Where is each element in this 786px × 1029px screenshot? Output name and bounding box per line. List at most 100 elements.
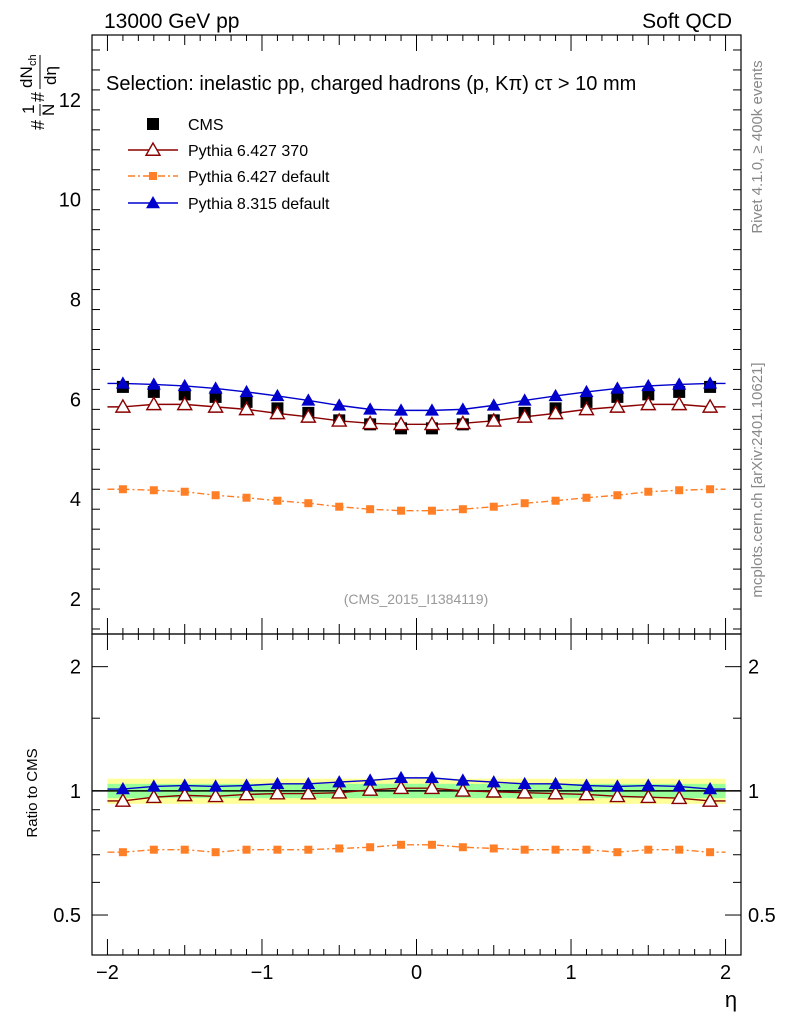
point-p8 bbox=[177, 378, 192, 392]
ratio-point-p6_default bbox=[551, 845, 560, 854]
point-p8 bbox=[332, 398, 347, 411]
point-p8 bbox=[486, 398, 501, 411]
point-p8 bbox=[455, 402, 470, 415]
ratio-point-p6_370 bbox=[361, 781, 379, 796]
point-p6_370 bbox=[454, 414, 472, 430]
ratio-point-p6_default bbox=[644, 845, 653, 854]
ratio-point-p6_370 bbox=[331, 784, 348, 799]
point-p6_370 bbox=[609, 398, 626, 413]
ratio-point-p8 bbox=[455, 773, 470, 786]
legend-marker-p8 bbox=[146, 196, 160, 209]
point-p8 bbox=[641, 378, 656, 392]
ratio-point-p8 bbox=[208, 779, 223, 792]
legend-label-p8: Pythia 8.315 default bbox=[188, 196, 330, 213]
ratio-point-p6_370 bbox=[640, 788, 657, 804]
ratio-point-p8 bbox=[610, 779, 625, 792]
y-tick-label: 12 bbox=[59, 90, 81, 112]
ratio-point-p8 bbox=[363, 773, 378, 786]
legend: CMS Pythia 6.427 370 Pythia 6.427 default P… bbox=[128, 117, 330, 213]
ratio-point-p6_default bbox=[366, 843, 375, 852]
ratio-point-p6_default bbox=[149, 845, 158, 854]
point-p6_default bbox=[242, 493, 251, 502]
ratio-point-p6_default bbox=[706, 848, 715, 857]
legend-label-p6_370: Pythia 6.427 370 bbox=[188, 143, 308, 160]
category-label: Soft QCD bbox=[642, 10, 732, 33]
y-label-part: ch bbox=[27, 54, 39, 66]
ratio-point-p8 bbox=[301, 776, 316, 790]
ratio-point-p8 bbox=[332, 775, 347, 788]
ratio-point-p6_default bbox=[613, 848, 622, 857]
ratio-point-p6_370 bbox=[207, 787, 224, 803]
ratio-y-tick-label-right: 0.5 bbox=[748, 905, 776, 927]
ratio-point-p6_370 bbox=[454, 782, 472, 797]
point-p6_default bbox=[335, 502, 344, 511]
ratio-y-tick-label: 2 bbox=[70, 657, 81, 679]
point-p6_default bbox=[149, 486, 158, 495]
point-p6_default bbox=[273, 496, 282, 505]
point-p6_default bbox=[644, 487, 653, 496]
y-label-part: dN bbox=[17, 66, 36, 88]
main-panel: 2 4 6 8 10 12 bbox=[59, 34, 742, 635]
x-tick-label: 0 bbox=[411, 962, 422, 984]
ratio-y-tick-label: 0.5 bbox=[53, 905, 81, 927]
ratio-point-p6_default bbox=[118, 848, 127, 857]
y-tick-label: 2 bbox=[70, 589, 81, 611]
ratio-point-p6_370 bbox=[701, 792, 719, 807]
point-p6_370 bbox=[238, 400, 255, 416]
point-p6_default bbox=[118, 485, 127, 494]
ratio-point-p8 bbox=[579, 778, 594, 791]
point-p8 bbox=[579, 384, 594, 398]
point-p6_370 bbox=[176, 395, 193, 411]
ratio-y-tick-label: 1 bbox=[70, 781, 81, 803]
legend-marker-cms bbox=[147, 118, 159, 130]
point-p8 bbox=[703, 376, 718, 389]
ratio-point-p8 bbox=[394, 770, 409, 784]
point-p8 bbox=[363, 402, 378, 415]
point-p6_370 bbox=[269, 404, 286, 420]
point-p6_default bbox=[489, 502, 498, 511]
ratio-point-p6_370 bbox=[145, 788, 163, 804]
y-label-part: N bbox=[39, 104, 58, 116]
y-tick-label: 10 bbox=[59, 190, 81, 212]
analysis-watermark: (CMS_2015_I1384119) bbox=[344, 591, 489, 607]
ratio-point-p6_370 bbox=[114, 792, 132, 807]
series-line-p8 bbox=[107, 382, 726, 412]
point-p6_370 bbox=[114, 398, 132, 413]
x-tick-label: 1 bbox=[565, 962, 576, 984]
y-tick-label: 8 bbox=[70, 290, 81, 312]
point-p6_default bbox=[458, 505, 467, 514]
ratio-point-p8 bbox=[703, 782, 718, 795]
point-p6_default bbox=[582, 493, 591, 502]
ratio-point-p8 bbox=[424, 770, 439, 784]
ratio-line-p6_370 bbox=[107, 787, 726, 802]
point-p8 bbox=[239, 384, 254, 398]
ratio-point-p6_370 bbox=[578, 786, 595, 801]
energy-label: 13000 GeV pp bbox=[104, 10, 239, 33]
point-p8 bbox=[208, 381, 223, 394]
point-p6_default bbox=[706, 485, 715, 494]
y-label-part: # bbox=[28, 120, 48, 130]
point-p6_370 bbox=[670, 395, 688, 411]
ratio-point-p8 bbox=[177, 778, 192, 791]
point-p8 bbox=[672, 377, 687, 390]
point-p6_370 bbox=[578, 400, 595, 416]
ratio-point-p6_370 bbox=[485, 783, 502, 798]
point-p6_default bbox=[211, 491, 220, 500]
ratio-point-p6_default bbox=[335, 844, 344, 853]
x-tick-label: −2 bbox=[96, 962, 119, 984]
legend-marker-p6_default bbox=[149, 172, 157, 180]
point-p6_370 bbox=[392, 415, 410, 431]
point-p6_370 bbox=[207, 398, 224, 413]
point-p6_default bbox=[520, 499, 529, 508]
y-label-part: # bbox=[28, 92, 48, 102]
rivet-label: Rivet 4.1.0, ≥ 400k events bbox=[749, 60, 766, 233]
ratio-point-p8 bbox=[486, 775, 501, 788]
ratio-point-p6_default bbox=[427, 840, 436, 849]
legend-marker-p6_370 bbox=[144, 141, 162, 156]
ratio-line-p6_default bbox=[107, 844, 726, 853]
series-line-p6_default bbox=[107, 488, 726, 512]
ratio-point-p6_370 bbox=[176, 786, 193, 802]
ratio-point-p8 bbox=[641, 778, 656, 791]
